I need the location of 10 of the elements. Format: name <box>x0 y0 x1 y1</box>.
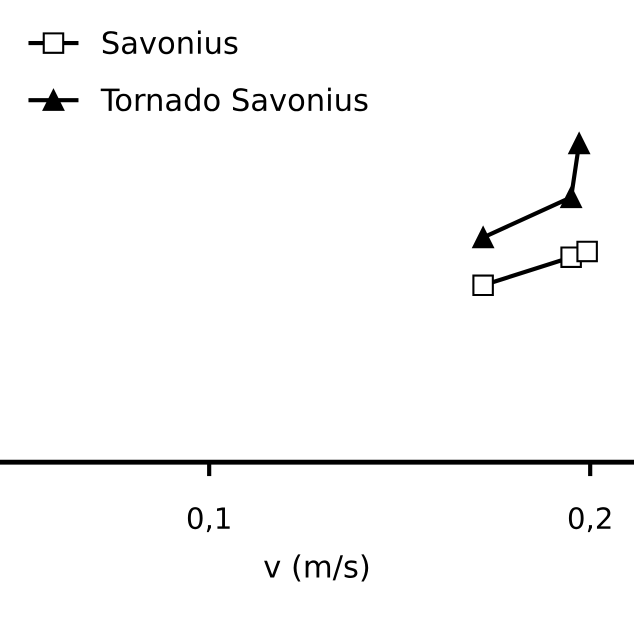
point <box>472 274 494 296</box>
legend-label: Tornado Savonius <box>100 88 368 112</box>
x-tick-label: 0,2 <box>568 507 610 532</box>
point <box>568 132 590 154</box>
x-axis-title: v (m/s) <box>264 554 368 582</box>
point <box>576 240 598 262</box>
point <box>472 226 494 248</box>
x-tick-label: 0,1 <box>188 507 230 532</box>
legend-label: Savonius <box>102 30 238 54</box>
point <box>560 186 582 208</box>
